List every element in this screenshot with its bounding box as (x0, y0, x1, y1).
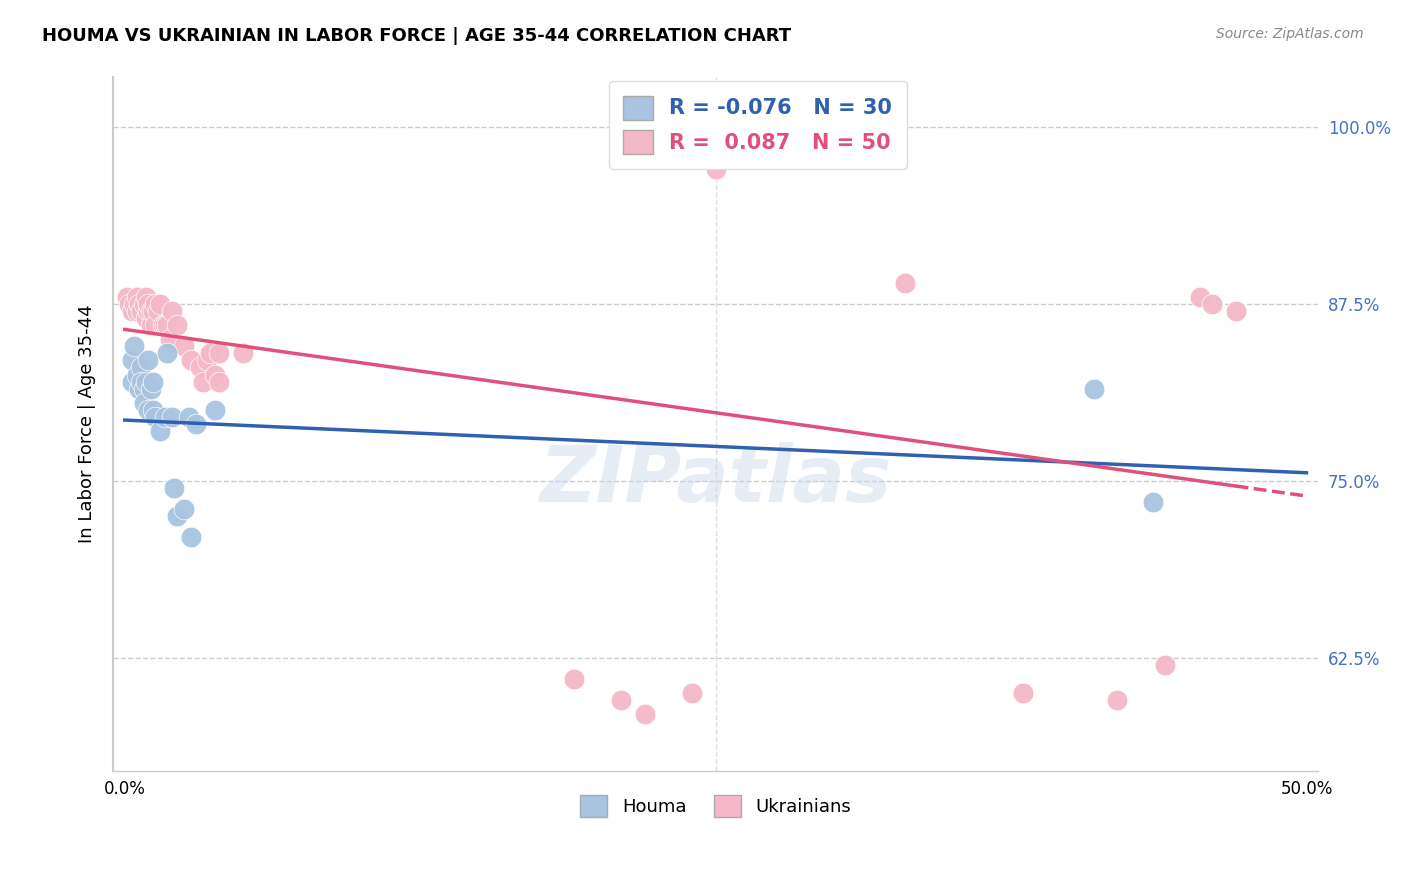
Point (775, 134, 797, 148)
Point (1142, 495, 1164, 509)
Point (1153, 657, 1175, 672)
Point (1083, 382, 1105, 396)
Point (823, 134, 845, 148)
Point (145, 297, 167, 311)
Point (145, 318, 167, 332)
Point (173, 339, 195, 353)
Point (146, 304, 169, 318)
Point (115, 290, 138, 304)
Point (132, 396, 155, 410)
Point (125, 304, 148, 318)
Point (180, 353, 202, 368)
Point (198, 346, 221, 360)
Point (142, 304, 165, 318)
Point (1225, 304, 1247, 318)
Point (562, 672, 585, 686)
Point (121, 353, 143, 368)
Point (138, 403, 160, 417)
Point (129, 304, 152, 318)
Legend: Houma, Ukrainians: Houma, Ukrainians (574, 788, 858, 824)
Point (163, 481, 186, 495)
Point (138, 304, 160, 318)
Point (118, 297, 141, 311)
Point (177, 409, 200, 424)
Point (122, 339, 145, 353)
Point (142, 403, 165, 417)
Point (160, 304, 183, 318)
Point (1107, 693, 1129, 707)
Point (184, 417, 207, 431)
Text: Source: ZipAtlas.com: Source: ZipAtlas.com (1216, 27, 1364, 41)
Point (152, 318, 174, 332)
Point (156, 346, 179, 360)
Point (180, 530, 202, 544)
Point (208, 375, 231, 389)
Point (160, 409, 183, 424)
Point (204, 368, 226, 382)
Point (1011, 686, 1033, 700)
Point (173, 502, 195, 516)
Point (135, 310, 157, 325)
Point (149, 297, 172, 311)
Point (121, 304, 143, 318)
Point (159, 332, 181, 346)
Point (139, 304, 162, 318)
Point (197, 353, 219, 368)
Point (138, 297, 160, 311)
Point (128, 382, 150, 396)
Point (153, 318, 176, 332)
Point (125, 368, 148, 382)
Point (681, 686, 703, 700)
Point (153, 409, 176, 424)
Point (138, 353, 160, 368)
Point (125, 290, 148, 304)
Point (129, 360, 152, 375)
Point (135, 375, 157, 389)
Point (166, 318, 188, 332)
Text: ZIPatlas: ZIPatlas (540, 442, 891, 517)
Point (208, 346, 231, 360)
Point (190, 360, 212, 375)
Y-axis label: In Labor Force | Age 35-44: In Labor Force | Age 35-44 (79, 305, 96, 543)
Point (139, 318, 162, 332)
Text: HOUMA VS UKRAINIAN IN LABOR FORCE | AGE 35-44 CORRELATION CHART: HOUMA VS UKRAINIAN IN LABOR FORCE | AGE … (42, 27, 792, 45)
Point (704, 162, 727, 177)
Point (142, 375, 165, 389)
Point (1189, 290, 1212, 304)
Point (139, 382, 162, 396)
Point (149, 424, 172, 438)
Point (121, 375, 143, 389)
Point (610, 693, 633, 707)
Point (893, 276, 915, 290)
Point (194, 778, 217, 792)
Point (129, 375, 152, 389)
Point (132, 297, 155, 311)
Point (132, 382, 155, 396)
Point (166, 509, 188, 524)
Point (128, 297, 150, 311)
Point (135, 290, 157, 304)
Point (191, 375, 214, 389)
Point (232, 346, 254, 360)
Point (145, 409, 167, 424)
Point (156, 318, 179, 332)
Point (634, 707, 657, 722)
Point (122, 297, 145, 311)
Point (1201, 297, 1223, 311)
Point (204, 403, 226, 417)
